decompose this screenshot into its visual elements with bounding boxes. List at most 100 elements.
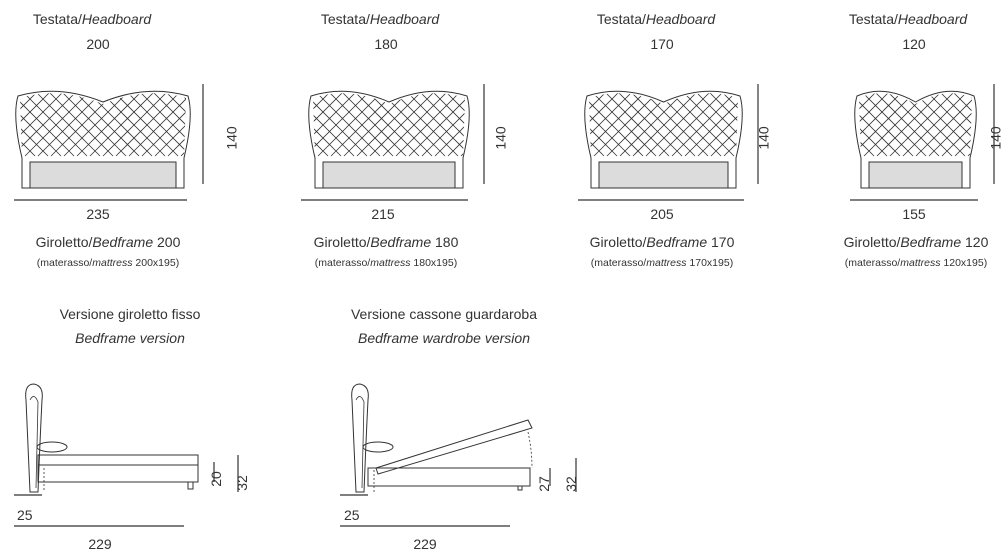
bedframe-panel bbox=[868, 161, 963, 189]
headboard-front-3 bbox=[773, 81, 995, 201]
quilt-line bbox=[207, 81, 282, 156]
quilt-line bbox=[167, 93, 186, 157]
version-title-en: Bedframe wardrobe version bbox=[358, 330, 530, 346]
side-view-0 bbox=[14, 383, 239, 527]
quilt-line bbox=[889, 93, 966, 157]
length-dimension: 229 bbox=[413, 536, 437, 552]
quilt-line bbox=[859, 93, 862, 157]
foot bbox=[187, 481, 194, 490]
lifted-mattress bbox=[375, 419, 533, 475]
headboard-size: 120 bbox=[902, 36, 926, 52]
headboard-title: Testata/Headboard bbox=[849, 11, 967, 27]
quilt-line bbox=[763, 81, 838, 156]
height-dimension: 140 bbox=[492, 126, 509, 150]
headboard-front-0 bbox=[0, 81, 334, 201]
bedframe-it: Giroletto/ bbox=[589, 234, 647, 250]
pillow bbox=[36, 441, 68, 453]
quilt-line bbox=[589, 93, 631, 157]
quilt-line bbox=[474, 81, 549, 156]
quilt-line bbox=[20, 93, 49, 157]
headboard-outline bbox=[15, 90, 191, 189]
quilt-line bbox=[20, 93, 36, 157]
quilt-line bbox=[859, 93, 888, 157]
quilt-line bbox=[20, 93, 36, 157]
title-it: Testata/ bbox=[848, 11, 898, 27]
headboard-front-1 bbox=[301, 81, 601, 201]
quilt-line bbox=[954, 93, 972, 157]
quilt-line bbox=[503, 81, 578, 156]
mattress-size: 170x195) bbox=[686, 257, 734, 269]
quilt-line bbox=[503, 81, 578, 156]
total-height-dimension: 32 bbox=[233, 475, 250, 491]
quilt-line bbox=[776, 81, 851, 156]
quilt-line bbox=[233, 81, 308, 156]
bedframe-en: Bedframe bbox=[900, 234, 962, 250]
headboard-title: Testata/Headboard bbox=[33, 11, 151, 27]
bedframe-size: 180 bbox=[431, 234, 459, 250]
length-dimension: 229 bbox=[88, 536, 112, 552]
bedframe-panel bbox=[322, 161, 456, 189]
quilt-line bbox=[20, 93, 62, 157]
headboard-inner bbox=[355, 396, 365, 489]
quilt-line bbox=[259, 81, 334, 156]
title-en: Headboard bbox=[645, 11, 716, 27]
quilt-line bbox=[313, 93, 316, 157]
quilt-line bbox=[421, 93, 465, 157]
quilt-line bbox=[259, 81, 334, 156]
bedframe-en: Bedframe bbox=[92, 234, 154, 250]
mattress-en: mattress bbox=[900, 257, 941, 269]
quilt-line bbox=[180, 93, 186, 157]
bedframe-it: Giroletto/ bbox=[843, 234, 901, 250]
width-dimension: 155 bbox=[902, 206, 926, 222]
quilt-line bbox=[246, 81, 321, 156]
quilt-line bbox=[20, 93, 62, 157]
quilt-line bbox=[589, 93, 592, 157]
bedframe-size: 120 bbox=[961, 234, 989, 250]
quilt-line bbox=[789, 81, 864, 156]
quilt-line bbox=[915, 93, 972, 157]
quilt-line bbox=[0, 81, 9, 156]
quilt-line bbox=[645, 93, 722, 157]
headboard-inner bbox=[29, 396, 39, 489]
headboard-size: 170 bbox=[650, 36, 674, 52]
mattress-size: 120x195) bbox=[940, 257, 988, 269]
headboard-size: 180 bbox=[374, 36, 398, 52]
side-view-1 bbox=[340, 383, 577, 527]
headboard-outline bbox=[854, 90, 977, 189]
bedframe-label: Giroletto/Bedframe 200 bbox=[36, 234, 181, 250]
version-title-en: Bedframe version bbox=[75, 330, 185, 346]
width-dimension: 215 bbox=[371, 206, 395, 222]
headboard-outline bbox=[308, 90, 470, 189]
height-dimension: 140 bbox=[987, 126, 1004, 150]
mattress-it: (materasso/ bbox=[36, 257, 93, 269]
headboard-depth-dimension: 25 bbox=[17, 507, 33, 523]
quilt-line bbox=[0, 81, 9, 156]
quilt-line bbox=[526, 81, 601, 156]
quilt-line bbox=[434, 93, 465, 157]
bedframe-en: Bedframe bbox=[370, 234, 432, 250]
mattress-en: mattress bbox=[92, 257, 133, 269]
quilt-line bbox=[736, 93, 738, 157]
mattress-en: mattress bbox=[370, 257, 411, 269]
pillow bbox=[362, 441, 394, 453]
quilt-line bbox=[141, 93, 186, 157]
title-it: Testata/ bbox=[320, 11, 370, 27]
frame-height-dimension: 27 bbox=[535, 476, 552, 492]
bedframe-label: Giroletto/Bedframe 170 bbox=[590, 234, 735, 250]
headboard-profile bbox=[351, 383, 369, 493]
headboard-title: Testata/Headboard bbox=[321, 11, 439, 27]
mattress bbox=[37, 454, 199, 466]
width-dimension: 205 bbox=[650, 206, 674, 222]
mattress-size: 180x195) bbox=[410, 257, 458, 269]
mattress-label: (materasso/mattress 200x195) bbox=[37, 257, 179, 269]
quilt-line bbox=[246, 81, 321, 156]
quilt-line bbox=[684, 93, 738, 157]
quilt-line bbox=[815, 81, 890, 156]
headboard-outline bbox=[584, 90, 743, 189]
headboard-title: Testata/Headboard bbox=[597, 11, 715, 27]
quilt-line bbox=[513, 81, 588, 156]
quilt-line bbox=[313, 93, 329, 157]
mattress-it: (materasso/ bbox=[590, 257, 647, 269]
quilt-line bbox=[773, 81, 848, 156]
